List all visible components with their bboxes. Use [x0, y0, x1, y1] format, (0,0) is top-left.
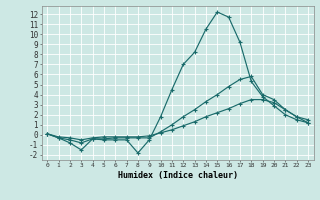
X-axis label: Humidex (Indice chaleur): Humidex (Indice chaleur)	[118, 171, 237, 180]
